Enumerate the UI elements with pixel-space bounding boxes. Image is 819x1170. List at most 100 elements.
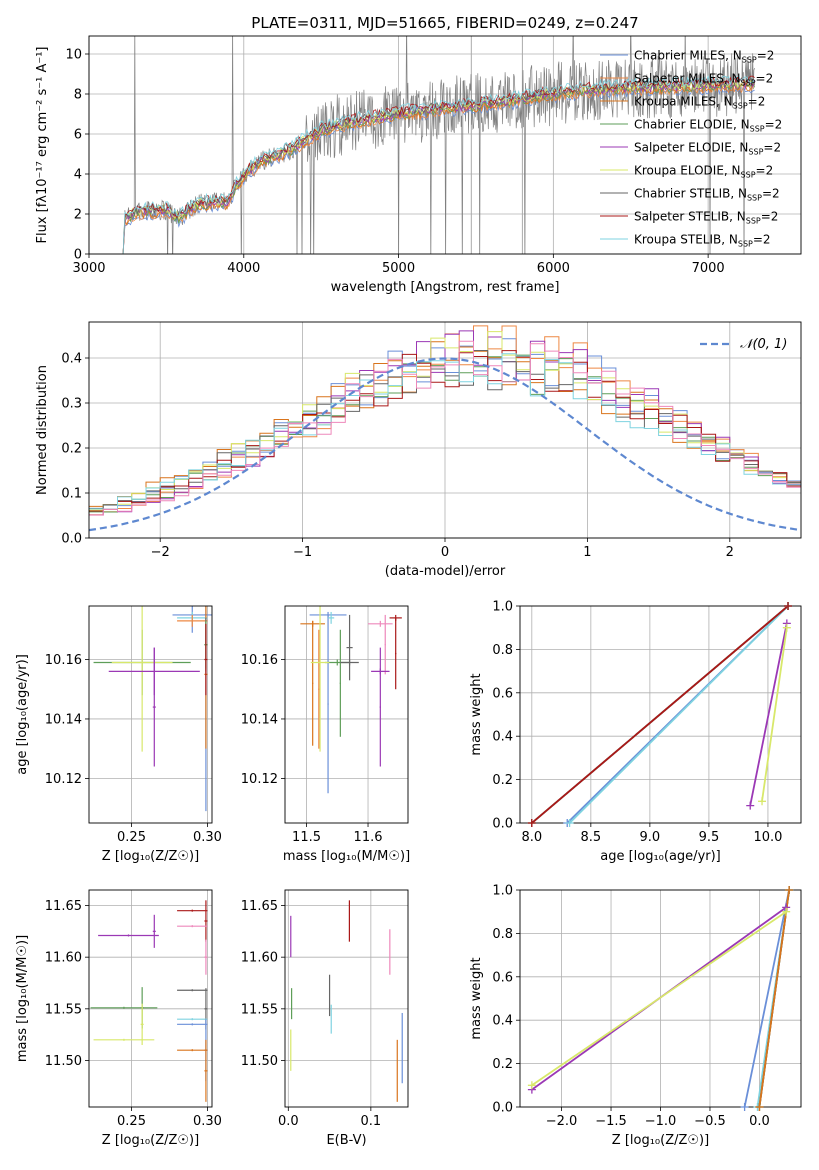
y-tick-label: 0.4	[492, 730, 513, 745]
x-tick-label: 9.5	[699, 830, 720, 845]
x-tick-label: −2.0	[546, 1114, 578, 1129]
plot-area	[531, 890, 790, 1107]
axes-frame	[88, 35, 802, 255]
residual-histogram	[89, 340, 801, 516]
x-tick-label: 7000	[692, 261, 725, 276]
y-tick-label: 0.4	[61, 352, 82, 367]
axes-frame	[519, 889, 802, 1108]
y-tick-label: 0.6	[492, 970, 513, 985]
x-tick-label: −1.5	[595, 1114, 627, 1129]
x-axis-label: Z [log₁₀(Z/Z☉)]	[612, 1133, 709, 1148]
y-tick-label: 11.60	[45, 951, 82, 966]
x-tick-label: 0.1	[361, 1114, 382, 1129]
panel-spectrum: 3000 4000 5000 6000 7000 0 2 4 6 8 10 wavelength [A…	[35, 35, 802, 295]
x-tick-label: 2	[726, 545, 734, 560]
x-tick-label: 5000	[382, 261, 415, 276]
mass-weight-line	[761, 627, 788, 802]
x-axis-label: Z [log₁₀(Z/Z☉)]	[102, 1133, 199, 1148]
y-axis-label: mass weight	[469, 673, 484, 755]
y-tick-label: 0.3	[61, 397, 82, 412]
model-spectrum-line	[122, 74, 755, 254]
y-tick-label: 0.2	[61, 442, 82, 457]
mass-weight-line	[743, 890, 790, 1107]
plus-marker	[746, 801, 755, 810]
figure-title: PLATE=0311, MJD=51665, FIBERID=0249, z=0…	[251, 14, 638, 32]
x-tick-label: 4000	[227, 261, 260, 276]
y-axis-label: age [log₁₀(age/yr)]	[15, 654, 30, 775]
y-tick-label: 0.0	[492, 1101, 513, 1116]
x-tick-label: 11.5	[292, 830, 321, 845]
y-tick-label: 0.0	[492, 817, 513, 832]
y-tick-label: 0.4	[492, 1014, 513, 1029]
grid	[89, 606, 212, 823]
x-axis-label: E(B-V)	[326, 1133, 366, 1148]
y-tick-label: 0.2	[492, 1057, 513, 1072]
legend-label: Chabrier ELODIE, NSSP=2	[634, 118, 782, 134]
plot-area	[531, 606, 789, 823]
y-tick-label: 11.60	[241, 951, 278, 966]
x-tick-label: 0.0	[278, 1114, 299, 1129]
y-tick-label: 10.16	[241, 653, 278, 668]
y-axis-label: mass [log₁₀(M/M☉)]	[15, 935, 30, 1062]
grid	[89, 890, 212, 1107]
plus-marker	[527, 1081, 536, 1090]
x-axis-label: (data-model)/error	[385, 564, 506, 579]
residual-histogram	[89, 350, 801, 509]
plot-area	[93, 606, 212, 812]
y-tick-label: 11.65	[45, 899, 82, 914]
legend-label: Salpeter MILES, NSSP=2	[634, 72, 773, 88]
residual-histogram	[89, 353, 801, 510]
y-axis-label: Normed distribution	[35, 365, 50, 495]
y-tick-label: 10.12	[45, 772, 82, 787]
residual-legend: 𝒩(0, 1)	[700, 337, 787, 352]
x-tick-label: 11.6	[354, 830, 383, 845]
plus-marker	[782, 907, 791, 916]
x-axis-label: mass [log₁₀(M/M☉)]	[283, 849, 410, 864]
plot-area	[89, 325, 801, 532]
legend-label: Kroupa ELODIE, NSSP=2	[634, 164, 773, 180]
y-tick-label: 10.16	[45, 653, 82, 668]
plot-area	[290, 900, 403, 1102]
axes-frame	[88, 605, 213, 824]
mass-weight-line	[758, 890, 790, 1107]
y-tick-label: 11.50	[45, 1054, 82, 1069]
legend-label: Kroupa STELIB, NSSP=2	[634, 233, 771, 249]
x-tick-label: −0.5	[694, 1114, 726, 1129]
y-tick-label: 6	[74, 128, 82, 143]
panel-mass_vs_Z: 0.25 0.30 11.50 11.55 11.60 11.65 Z [log₁₀(Z/Z…	[15, 889, 222, 1148]
x-tick-label: −1.0	[645, 1114, 677, 1129]
panel-massweight_vs_Z: −2.0 −1.5 −1.0 −0.5 0.0 0.0 0.2 0.4 0.6 0.8 1.0 Z […	[469, 884, 802, 1148]
residual-histogram	[89, 350, 801, 512]
y-tick-label: 11.65	[241, 899, 278, 914]
panel-residuals: −2 −1 0 1 2 0.0 0.1 0.2 0.3 0.4 (data-model)/error…	[35, 321, 802, 579]
x-axis-label: age [log₁₀(age/yr)]	[600, 849, 721, 864]
legend-label: Chabrier STELIB, NSSP=2	[634, 187, 780, 203]
plus-marker	[758, 797, 767, 806]
normal-curve	[89, 357, 801, 532]
legend-label: 𝒩(0, 1)	[740, 337, 787, 352]
spectrum-legend: Chabrier MILES, NSSP=2 Salpeter MILES, NS…	[600, 49, 782, 249]
x-tick-label: 0.25	[117, 830, 146, 845]
plot-area	[122, 36, 755, 254]
axes-frame	[519, 605, 802, 824]
x-tick-label: −2	[151, 545, 170, 560]
y-tick-label: 0.0	[61, 532, 82, 547]
panel-mass_vs_EBV: 0.0 0.1 11.50 11.55 11.60 11.65 E(B-V)	[241, 889, 409, 1148]
plus-marker	[785, 886, 794, 894]
x-tick-label: 0.25	[117, 1114, 146, 1129]
y-tick-label: 11.55	[45, 1002, 82, 1017]
x-tick-label: 0.30	[193, 1114, 222, 1129]
x-tick-label: 8.0	[521, 830, 542, 845]
y-tick-label: 0.8	[492, 643, 513, 658]
y-tick-label: 0.6	[492, 686, 513, 701]
plus-marker	[527, 819, 536, 827]
legend-label: Salpeter STELIB, NSSP=2	[634, 210, 778, 226]
axes-frame	[284, 605, 409, 824]
residual-histogram	[89, 331, 801, 511]
plus-marker	[755, 1103, 764, 1111]
plus-marker	[740, 1103, 749, 1111]
legend-label: Kroupa MILES, NSSP=2	[634, 95, 765, 111]
y-axis-label: mass weight	[469, 957, 484, 1039]
y-tick-label: 0	[74, 248, 82, 263]
